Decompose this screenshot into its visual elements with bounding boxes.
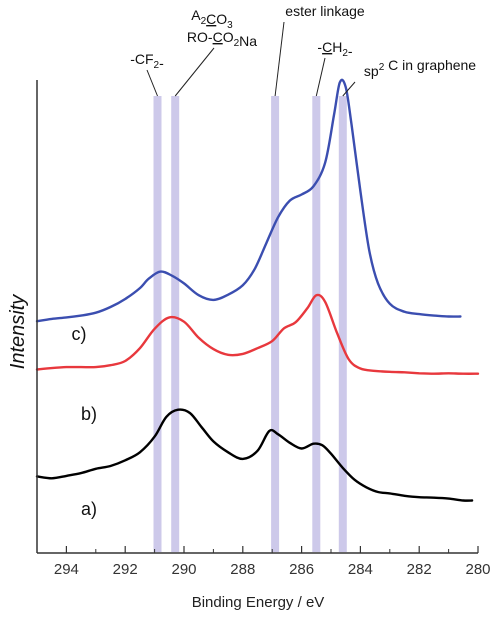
band-leader-3	[274, 21, 285, 97]
band-label-5: sp2 C in graphene	[364, 57, 476, 79]
band-label-0: -CF2-	[130, 51, 164, 71]
assignment-band-0	[153, 96, 162, 552]
series-line-b	[35, 293, 480, 375]
x-tick-label: 290	[171, 561, 196, 578]
axes	[36, 80, 478, 554]
x-tick-label: 294	[54, 561, 79, 578]
band-leader-5	[342, 81, 356, 97]
x-tick-label: 284	[348, 561, 373, 578]
x-tick-label: 282	[407, 561, 432, 578]
band-label-4: -CH2-	[317, 39, 352, 59]
band-label-2: A2CO3	[191, 7, 233, 31]
band-label-3: ester linkage	[285, 3, 365, 19]
series-label-c: c)	[72, 324, 87, 344]
assignment-band-5	[338, 96, 347, 552]
band-leader-1	[174, 47, 215, 97]
x-tick-label: 292	[113, 561, 138, 578]
band-leader-4	[315, 57, 326, 97]
band-label-1: RO-CO2Na	[187, 29, 257, 49]
x-tick-label: 280	[465, 561, 490, 578]
series-label-a: a)	[81, 499, 97, 519]
series-line-c	[35, 78, 462, 323]
x-ticks: 294 292 290 288 286 284 282 280	[36, 546, 491, 578]
x-axis-title: Binding Energy / eV	[192, 594, 325, 611]
y-axis-title: Intensity	[7, 294, 29, 369]
series-line-a	[35, 408, 474, 502]
x-tick-label: 286	[289, 561, 314, 578]
spectra-series: a) b) c)	[35, 78, 480, 519]
band-leader-0	[146, 69, 158, 97]
assignment-band-1	[171, 96, 180, 552]
assignment-band-4	[312, 96, 321, 552]
series-label-b: b)	[81, 404, 97, 424]
assignment-band-3	[271, 96, 280, 552]
assignment-bands	[153, 96, 347, 552]
x-tick-label: 288	[230, 561, 255, 578]
